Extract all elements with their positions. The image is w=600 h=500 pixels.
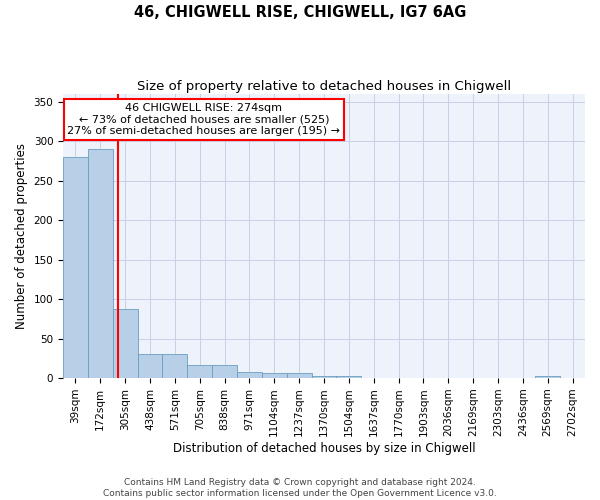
- Bar: [237, 372, 262, 378]
- Title: Size of property relative to detached houses in Chigwell: Size of property relative to detached ho…: [137, 80, 511, 93]
- Bar: [88, 150, 113, 378]
- Y-axis label: Number of detached properties: Number of detached properties: [15, 143, 28, 329]
- Bar: [163, 354, 187, 378]
- Bar: [535, 376, 560, 378]
- Bar: [113, 308, 137, 378]
- Bar: [262, 373, 287, 378]
- Text: Contains HM Land Registry data © Crown copyright and database right 2024.
Contai: Contains HM Land Registry data © Crown c…: [103, 478, 497, 498]
- Bar: [287, 373, 311, 378]
- Bar: [63, 157, 88, 378]
- Bar: [311, 376, 337, 378]
- Bar: [187, 366, 212, 378]
- Bar: [137, 354, 163, 378]
- Text: 46 CHIGWELL RISE: 274sqm
← 73% of detached houses are smaller (525)
27% of semi-: 46 CHIGWELL RISE: 274sqm ← 73% of detach…: [67, 102, 340, 136]
- Bar: [337, 376, 361, 378]
- Text: 46, CHIGWELL RISE, CHIGWELL, IG7 6AG: 46, CHIGWELL RISE, CHIGWELL, IG7 6AG: [134, 5, 466, 20]
- Bar: [212, 366, 237, 378]
- X-axis label: Distribution of detached houses by size in Chigwell: Distribution of detached houses by size …: [173, 442, 475, 455]
